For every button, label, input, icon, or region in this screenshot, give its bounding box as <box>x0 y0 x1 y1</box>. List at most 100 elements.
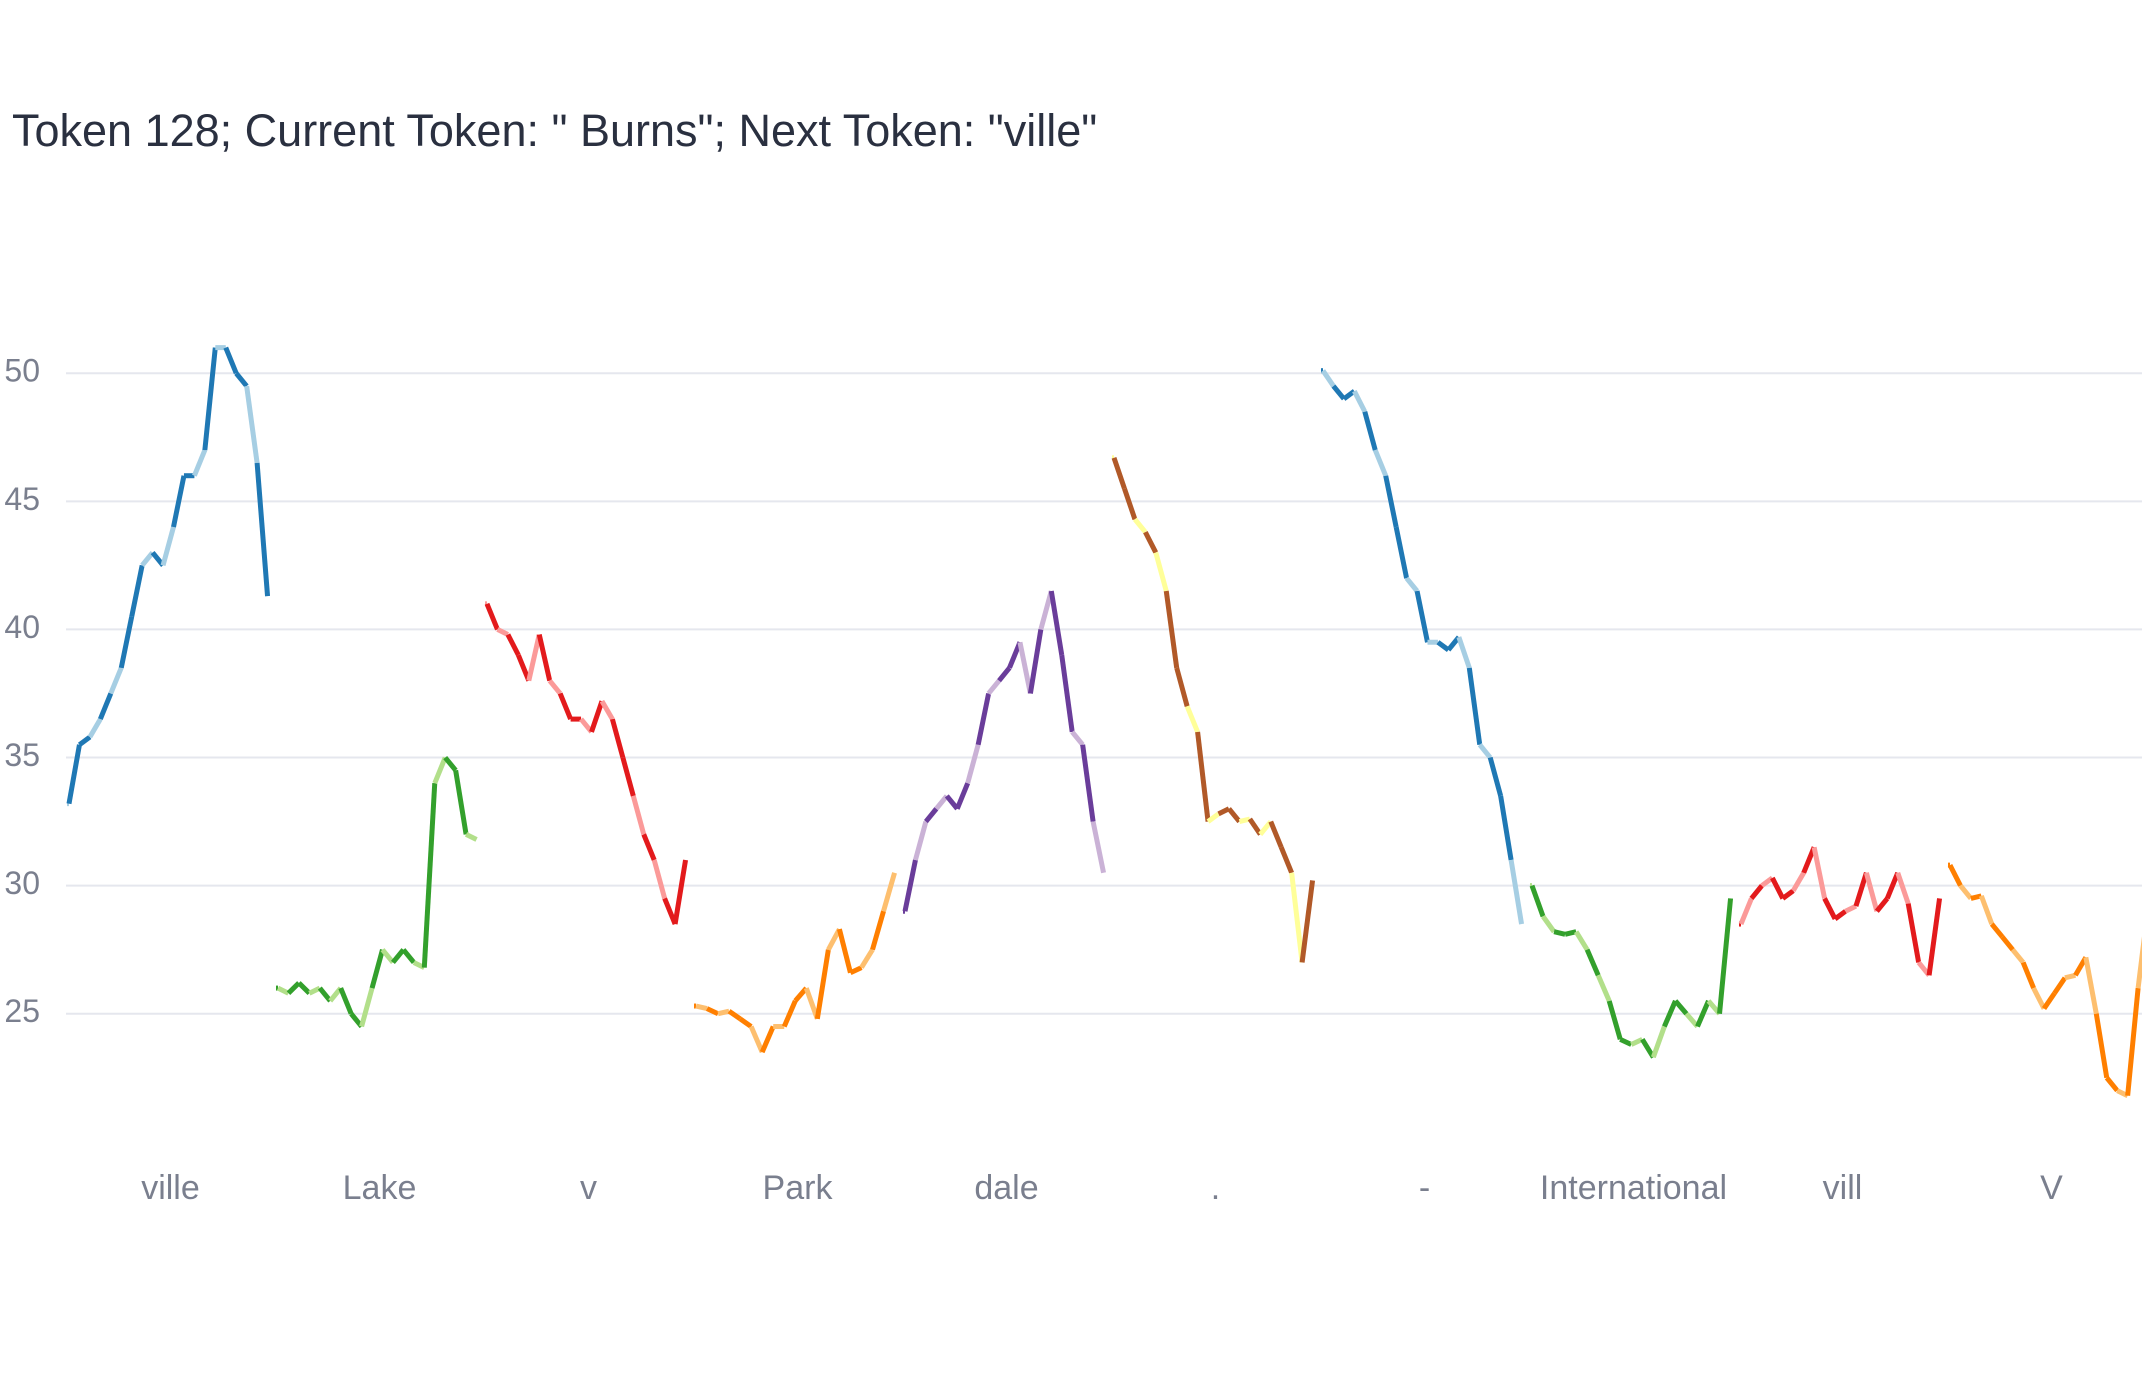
line-segment <box>1781 888 1795 901</box>
line-segment <box>234 371 249 388</box>
line-segment <box>1362 411 1378 451</box>
line-segment <box>759 1025 776 1054</box>
line-segment <box>1090 821 1106 874</box>
x-tick-label: - <box>1419 1169 1430 1207</box>
line-segment <box>254 462 271 597</box>
line-segment <box>1404 576 1419 593</box>
line-segment <box>464 832 478 842</box>
line-segment <box>443 755 458 772</box>
line-segment <box>672 859 689 925</box>
x-tick-label: V <box>2040 1169 2063 1207</box>
y-tick-label: 40 <box>4 609 40 645</box>
line-segment <box>1080 744 1096 822</box>
line-segment <box>641 833 657 861</box>
line-segment <box>695 1003 708 1012</box>
line-segment <box>1320 369 1336 388</box>
line-segment <box>1640 1038 1656 1059</box>
line-segment <box>934 794 949 811</box>
line-segment <box>140 550 155 567</box>
line-segment <box>1673 999 1689 1016</box>
line-segment <box>1048 590 1065 656</box>
line-segment <box>814 949 831 1020</box>
line-segment <box>1553 929 1566 937</box>
line-segment <box>836 928 853 974</box>
line-segment <box>391 948 406 965</box>
line-segment <box>192 449 208 477</box>
line-segment <box>2125 987 2141 1096</box>
line-segment <box>717 1008 730 1017</box>
y-tick-label: 50 <box>4 353 40 389</box>
line-segment <box>727 1009 742 1021</box>
line-segment <box>2010 948 2026 965</box>
line-segment <box>1905 903 1922 963</box>
line-segment <box>317 986 333 1003</box>
line-segment <box>1584 948 1601 977</box>
line-segment <box>1508 859 1525 925</box>
line-segment <box>1573 930 1590 951</box>
line-segment <box>421 783 438 968</box>
line-segment <box>1456 636 1472 669</box>
line-segment <box>1436 640 1450 652</box>
line-segment <box>1874 896 1890 913</box>
line-segment <box>2031 986 2047 1010</box>
line-segment <box>2020 961 2036 990</box>
line-segment <box>1153 551 1169 592</box>
line-segment <box>557 692 573 721</box>
line-segment <box>826 927 842 951</box>
line-segment <box>401 948 416 965</box>
line-segment <box>2000 935 2015 952</box>
line-segment <box>975 692 992 746</box>
line-segment <box>505 633 521 657</box>
line-segment <box>803 987 820 1020</box>
line-segment <box>160 526 176 567</box>
line-segment <box>1801 846 1817 874</box>
line-segment <box>547 679 563 696</box>
line-segment <box>1414 590 1430 643</box>
line-segment <box>129 564 145 618</box>
line-segment <box>902 859 918 912</box>
line-segment <box>1540 914 1557 934</box>
line-segment <box>1195 731 1211 822</box>
line-segment <box>913 820 929 861</box>
line-segment <box>1217 806 1231 817</box>
line-segment <box>1738 897 1754 925</box>
line-segment <box>1958 884 1973 901</box>
x-tick-label: Park <box>763 1169 834 1207</box>
line-segment <box>202 347 218 451</box>
line-segment <box>286 981 301 996</box>
line-segment <box>108 666 124 695</box>
line-segment <box>1227 807 1242 824</box>
line-segment <box>1822 897 1838 921</box>
line-segment <box>1122 487 1138 521</box>
line-segment <box>308 985 321 996</box>
line-segment <box>2041 991 2057 1010</box>
line-segment <box>738 1016 753 1029</box>
line-segment <box>1770 876 1786 900</box>
line-segment <box>923 807 939 824</box>
line-segment <box>620 756 636 797</box>
y-tick-label: 25 <box>4 993 40 1029</box>
line-segment <box>1844 903 1858 914</box>
line-segment <box>1791 871 1806 893</box>
line-segment <box>223 346 239 375</box>
line-segment <box>1174 667 1190 707</box>
line-segment <box>369 949 385 989</box>
y-tick-label: 35 <box>4 737 40 773</box>
line-segment <box>1132 517 1148 534</box>
line-segment <box>77 735 92 747</box>
line-segment <box>1529 884 1546 918</box>
line-segment <box>1498 795 1514 861</box>
line-segment <box>1695 999 1711 1028</box>
line-segment <box>1684 1012 1700 1029</box>
line-segment <box>705 1006 720 1016</box>
x-tick-label: vill <box>1823 1169 1863 1207</box>
line-segment <box>1331 384 1346 401</box>
line-segment <box>66 744 82 805</box>
x-tick-label: v <box>580 1169 597 1207</box>
line-segment <box>1372 449 1389 477</box>
line-segment <box>1383 475 1399 528</box>
line-segment <box>1038 590 1054 631</box>
line-segment <box>1606 1000 1623 1041</box>
line-segment <box>1278 846 1294 874</box>
line-segment <box>1017 641 1033 694</box>
